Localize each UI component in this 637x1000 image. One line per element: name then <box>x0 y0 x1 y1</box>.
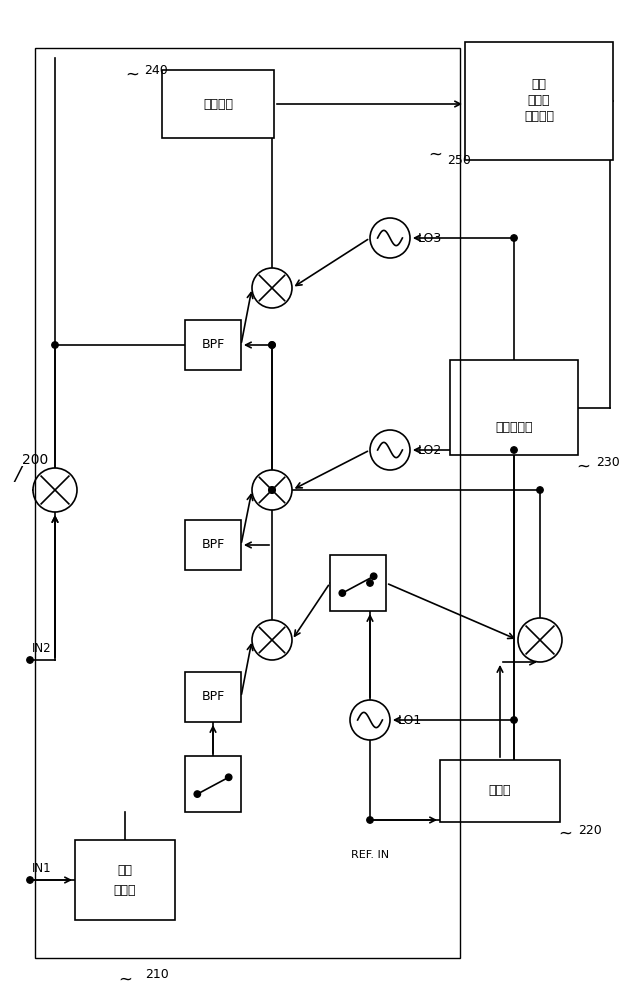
Text: 预选器: 预选器 <box>489 784 512 798</box>
Text: LO3: LO3 <box>418 232 442 244</box>
Text: LO2: LO2 <box>418 444 442 456</box>
Circle shape <box>339 590 345 596</box>
Text: BPF: BPF <box>201 690 225 704</box>
Text: IN2: IN2 <box>32 642 52 654</box>
Circle shape <box>511 447 517 453</box>
Circle shape <box>371 573 377 579</box>
Text: ~: ~ <box>576 458 590 476</box>
Text: 210: 210 <box>145 968 169 982</box>
Circle shape <box>370 430 410 470</box>
Circle shape <box>367 580 373 586</box>
Circle shape <box>269 487 275 493</box>
Text: 240: 240 <box>144 64 168 77</box>
Bar <box>450 360 578 455</box>
Bar <box>185 756 241 812</box>
Bar <box>35 48 460 958</box>
Circle shape <box>537 487 543 493</box>
Circle shape <box>225 774 232 780</box>
Text: IN1: IN1 <box>32 861 52 874</box>
Text: 衰减器: 衰减器 <box>114 884 136 896</box>
Circle shape <box>269 342 275 348</box>
Text: 显示: 显示 <box>531 79 547 92</box>
Bar <box>465 42 613 160</box>
Bar <box>185 320 241 370</box>
Circle shape <box>252 470 292 510</box>
Text: /: / <box>15 466 21 485</box>
Circle shape <box>269 487 275 493</box>
Text: 220: 220 <box>578 824 602 836</box>
Text: ~: ~ <box>118 971 132 989</box>
Text: 200: 200 <box>22 453 48 467</box>
Bar <box>162 70 274 138</box>
Circle shape <box>252 620 292 660</box>
Circle shape <box>27 657 33 663</box>
Text: ~: ~ <box>558 825 572 843</box>
Text: BPF: BPF <box>201 538 225 552</box>
Circle shape <box>511 235 517 241</box>
Text: BPF: BPF <box>201 338 225 352</box>
Bar <box>330 555 386 611</box>
Circle shape <box>252 268 292 308</box>
Bar <box>75 840 175 920</box>
Circle shape <box>518 618 562 662</box>
Bar <box>440 760 560 822</box>
Text: 250: 250 <box>447 153 471 166</box>
Circle shape <box>27 877 33 883</box>
Bar <box>185 672 241 722</box>
Circle shape <box>367 817 373 823</box>
Text: 数字中频: 数字中频 <box>203 98 233 110</box>
Text: ~: ~ <box>125 66 139 84</box>
Circle shape <box>350 700 390 740</box>
Text: 230: 230 <box>596 456 620 470</box>
Text: 可变: 可变 <box>117 863 132 876</box>
Text: LO1: LO1 <box>398 714 422 726</box>
Text: ~: ~ <box>428 146 442 164</box>
Text: REF. IN: REF. IN <box>351 850 389 860</box>
Bar <box>185 520 241 570</box>
Circle shape <box>511 717 517 723</box>
Text: 和用户: 和用户 <box>527 95 550 107</box>
Circle shape <box>194 791 201 797</box>
Circle shape <box>33 468 77 512</box>
Circle shape <box>370 218 410 258</box>
Circle shape <box>269 342 275 348</box>
Text: 界面接口: 界面接口 <box>524 110 554 123</box>
Text: 扫描发生器: 扫描发生器 <box>495 421 533 434</box>
Circle shape <box>52 342 58 348</box>
